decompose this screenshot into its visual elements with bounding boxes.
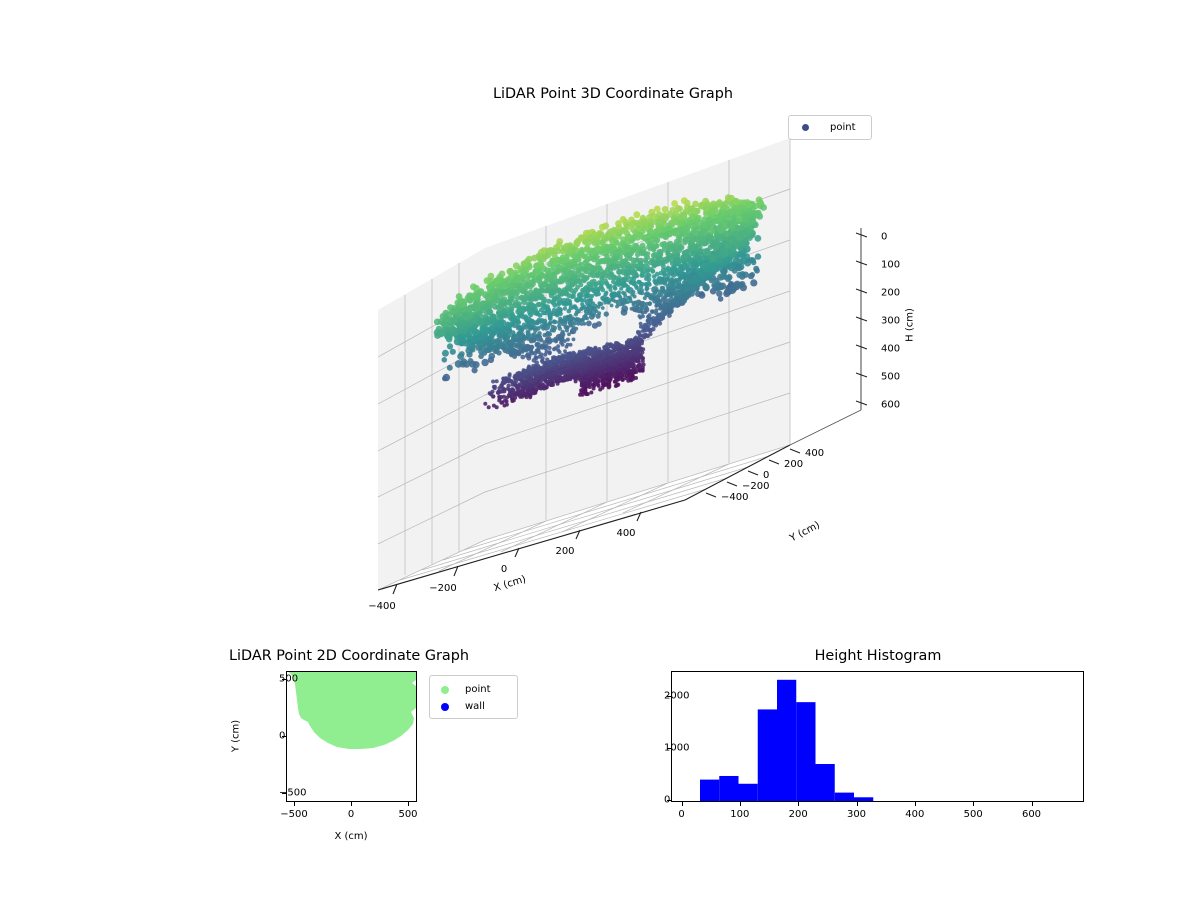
tick-hist-x-200: 200	[788, 809, 808, 820]
tick-hist-y-0-mark	[667, 800, 671, 801]
tick-2d-x-0: 0	[347, 809, 355, 820]
page-title-2d: LiDAR Point 2D Coordinate Graph	[229, 648, 469, 664]
histogram-bar	[834, 792, 854, 801]
tick-hist-x-mark	[1031, 802, 1033, 806]
tick-2d-x-500-mark	[408, 802, 409, 806]
tick-hist-x-0: 0	[678, 809, 685, 820]
tick-x-minus400: −400	[368, 601, 396, 612]
page-title-histogram: Height Histogram	[814, 648, 942, 664]
legend-3d[interactable]: point	[788, 115, 872, 140]
legend-label-point: point	[465, 684, 491, 695]
legend-2d[interactable]: point wall	[429, 675, 518, 719]
histogram-canvas	[700, 679, 874, 801]
tick-h-400: 400	[881, 343, 901, 355]
tick-hist-x-400: 400	[905, 809, 925, 820]
axis-label-2d-x: X (cm)	[334, 831, 368, 842]
tick-hist-y-2000-mark	[667, 696, 671, 697]
tick-hist-y-1000-mark	[667, 748, 671, 749]
axis-label-2d-y: Y (cm)	[230, 719, 242, 753]
tick-h-100: 100	[881, 259, 901, 271]
histogram-bar	[815, 764, 835, 801]
tick-hist-x-600: 600	[1021, 809, 1042, 820]
tick-2d-y-500-mark	[282, 679, 286, 680]
tick-2d-y-0-mark	[282, 736, 286, 737]
axes-2d-canvas	[288, 672, 416, 749]
tick-x-400: 400	[616, 528, 636, 539]
tick-y-400: 400	[805, 448, 825, 459]
tick-hist-x-300: 300	[846, 809, 867, 820]
point-cloud-3d	[433, 194, 767, 410]
tick-hist-y-2000: 2000	[664, 690, 690, 702]
histogram-bar	[777, 679, 797, 801]
histogram-bar	[854, 797, 874, 801]
tick-h-200: 200	[881, 287, 901, 299]
legend-2d-row-point[interactable]: point	[430, 681, 517, 698]
legend-marker-wall-icon	[441, 702, 449, 711]
tick-2d-y-m500: −500	[279, 787, 307, 799]
tick-hist-x-100: 100	[730, 809, 750, 820]
legend-marker-point-icon	[441, 685, 449, 694]
point-cloud-2d	[288, 672, 416, 749]
histogram-bar	[757, 709, 777, 801]
tick-hist-x-mark	[739, 802, 741, 806]
tick-y-minus400: −400	[721, 492, 749, 503]
axes-histogram[interactable]	[671, 671, 1084, 802]
tick-y-200: 200	[784, 459, 804, 470]
tick-2d-y-500: 500	[279, 673, 299, 685]
tick-hist-x-500: 500	[963, 809, 983, 820]
tick-2d-x-m500-mark	[294, 802, 295, 806]
tick-hist-x-mark	[856, 802, 858, 806]
legend-label-point: point	[830, 122, 856, 133]
axes-3d-canvas	[377, 138, 868, 595]
legend-label-wall: wall	[465, 701, 485, 712]
tick-hist-x-mark	[798, 802, 800, 806]
point-cloud-3d-points	[433, 194, 767, 410]
tick-hist-y-0: 0	[664, 794, 671, 806]
tick-hist-y-1000: 1000	[664, 742, 690, 754]
histogram-bar	[738, 783, 758, 801]
tick-2d-x-500: 500	[398, 809, 418, 820]
tick-hist-x-mark	[914, 802, 916, 806]
tick-2d-y-0: 0	[279, 730, 286, 742]
tick-x-200: 200	[555, 546, 575, 557]
tick-2d-x-m500: −500	[280, 809, 308, 820]
tick-hist-x-mark	[973, 802, 975, 806]
histogram-bar	[719, 775, 739, 801]
tick-h-500: 500	[881, 371, 901, 383]
tick-x-0: 0	[500, 564, 508, 575]
axes-3d-scatter[interactable]: 0 100 200 300 400 500 600 H (cm) −400 −2…	[300, 120, 920, 630]
histogram-bar	[700, 779, 720, 801]
page-title-3d: LiDAR Point 3D Coordinate Graph	[493, 86, 733, 102]
tick-x-minus200: −200	[429, 583, 457, 594]
tick-h-600: 600	[881, 399, 901, 411]
tick-y-minus200: −200	[742, 481, 770, 492]
legend-2d-row-wall[interactable]: wall	[430, 698, 517, 715]
tick-h-0: 0	[881, 231, 888, 243]
legend-marker-point-icon	[802, 124, 809, 131]
axes-2d-scatter[interactable]	[286, 671, 417, 802]
histogram-bar	[796, 702, 816, 801]
tick-h-300: 300	[881, 315, 901, 327]
tick-2d-x-0-mark	[351, 802, 352, 806]
axis-label-h: H (cm)	[904, 308, 916, 342]
tick-y-0: 0	[763, 470, 770, 481]
tick-2d-y-m500-mark	[282, 793, 286, 794]
tick-hist-x-mark	[681, 802, 683, 806]
